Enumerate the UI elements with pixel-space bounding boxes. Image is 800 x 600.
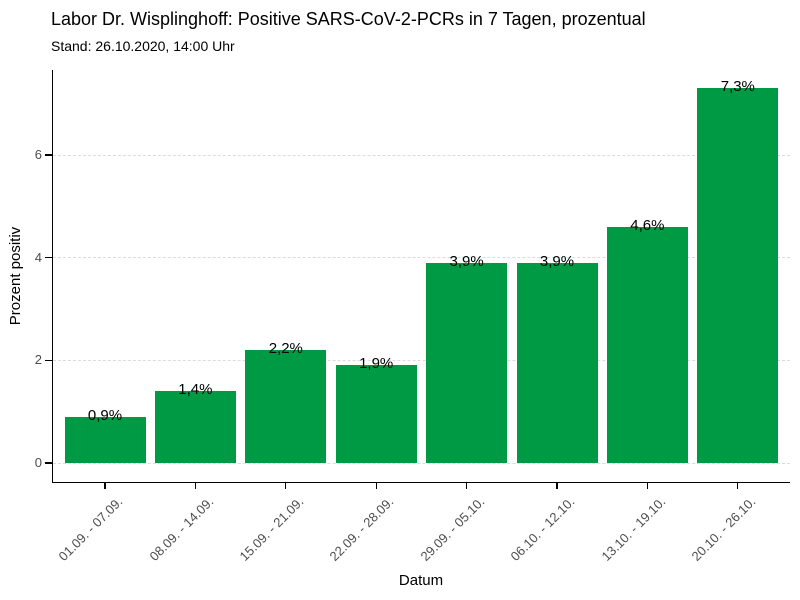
h-gridline [53, 462, 790, 464]
bar [335, 365, 417, 463]
x-tick-mark [466, 482, 468, 489]
bar [606, 226, 688, 463]
y-tick-mark [45, 359, 52, 362]
x-tick-label: 13.10. - 19.10. [598, 494, 669, 564]
y-tick-label: 4 [34, 249, 42, 265]
x-tick-mark [646, 482, 649, 489]
chart-subtitle: Stand: 26.10.2020, 14:00 Uhr [51, 38, 235, 54]
x-tick-mark [285, 482, 287, 489]
x-tick-mark [556, 482, 558, 489]
bar-value-label: 7,3% [720, 78, 755, 96]
h-gridline [53, 257, 790, 259]
x-tick-mark [737, 482, 739, 489]
bar [245, 350, 327, 463]
y-axis-title: Prozent positiv [7, 226, 24, 326]
bar-value-label: 0,9% [87, 406, 123, 424]
x-tick-mark [194, 482, 197, 489]
y-tick-label: 0 [34, 455, 42, 470]
x-tick-label: 06.10. - 12.10. [507, 494, 578, 564]
bar-value-label: 2,2% [268, 340, 303, 358]
chart-title: Labor Dr. Wisplinghoff: Positive SARS-Co… [51, 9, 646, 29]
x-tick-label: 22.09. - 28.09. [326, 494, 397, 564]
bar [426, 262, 508, 463]
bar-value-label: 1,9% [359, 355, 394, 373]
x-axis-title: Datum [398, 572, 444, 589]
y-tick-mark [45, 154, 52, 156]
x-tick-label: 08.09. - 14.09. [146, 494, 217, 564]
h-gridline [53, 359, 790, 361]
y-tick-mark [45, 462, 52, 464]
y-axis-line [51, 70, 53, 483]
y-tick-mark [45, 257, 52, 259]
bar [64, 416, 146, 463]
x-axis-line [51, 481, 790, 483]
bar [154, 391, 236, 463]
x-tick-label: 01.09. - 07.09. [55, 494, 126, 564]
x-tick-label: 15.09. - 21.09. [236, 494, 307, 564]
bar-value-label: 3,9% [539, 252, 575, 270]
y-tick-label: 6 [34, 147, 42, 163]
h-gridline [53, 154, 790, 156]
x-tick-label: 29.09. - 05.10. [417, 494, 488, 564]
x-tick-label: 20.10. - 26.10. [688, 494, 759, 564]
x-tick-mark [104, 482, 106, 489]
bar [516, 262, 598, 463]
bar-value-label: 1,4% [178, 381, 213, 399]
x-tick-mark [375, 482, 377, 489]
bar-value-label: 3,9% [449, 252, 484, 270]
y-tick-label: 2 [34, 352, 42, 368]
bar [697, 88, 779, 463]
bar-value-label: 4,6% [630, 216, 665, 234]
